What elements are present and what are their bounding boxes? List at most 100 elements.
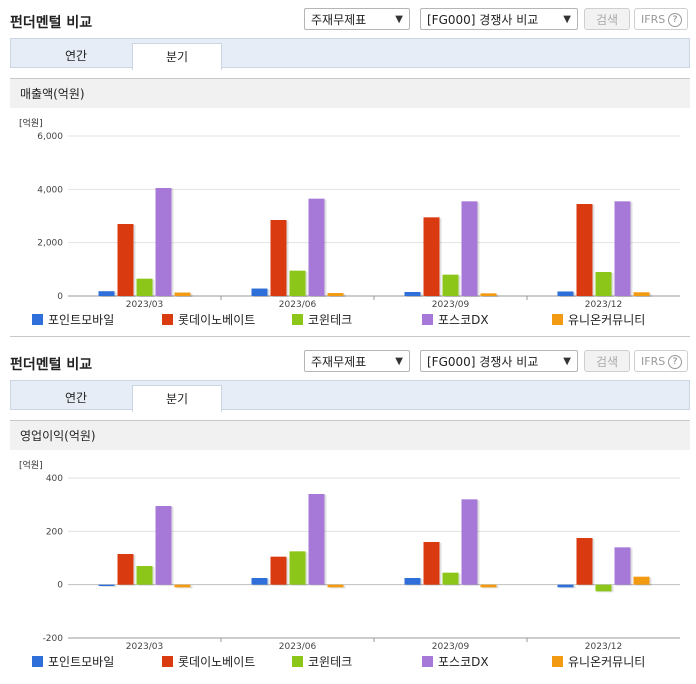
period-tabs: 연간 분기	[10, 38, 690, 70]
legend-item[interactable]: 롯데이노베이트	[162, 312, 255, 328]
chart-legend: 포인트모바일 롯데이노베이트 코윈테크 포스코DX 유니온커뮤니티	[0, 312, 696, 330]
bar--dx-3	[614, 547, 631, 585]
panel-title: 펀더멘털 비교	[10, 357, 93, 373]
legend-swatch	[552, 656, 563, 667]
x-tick-label: 2023/06	[279, 642, 317, 652]
bar---1	[289, 551, 306, 585]
statement-select[interactable]: 주재무제표 ▼	[304, 350, 410, 372]
legend-swatch	[162, 314, 173, 325]
help-icon[interactable]: ?	[668, 355, 682, 369]
tab-annual[interactable]: 연간	[64, 49, 88, 63]
legend-item[interactable]: 코윈테크	[292, 312, 352, 328]
bar---2	[404, 292, 421, 296]
bar-shadow	[100, 585, 117, 587]
revenue-bar-chart: [억원] 0 2,000 4,000 6,000 2023/03 2023/06 2023/0…	[19, 117, 680, 310]
bar---1	[251, 288, 268, 296]
bar---2	[423, 542, 440, 585]
chevron-down-icon: ▼	[395, 14, 403, 25]
bar--dx-0	[155, 188, 172, 296]
x-tick-label: 2023/12	[585, 642, 622, 652]
bar---3	[595, 272, 612, 296]
chart-legend: 포인트모바일 롯데이노베이트 코윈테크 포스코DX 유니온커뮤니티	[0, 654, 696, 672]
ifrs-button[interactable]: IFRS ?	[634, 8, 688, 30]
bar---3	[595, 584, 612, 592]
bar---1	[327, 584, 344, 588]
search-button[interactable]: 검색	[584, 8, 630, 30]
bar---1	[270, 220, 287, 296]
y-tick-label: 6,000	[37, 132, 63, 142]
bar---0	[98, 584, 115, 586]
legend-item[interactable]: 롯데이노베이트	[162, 654, 255, 670]
bar--dx-1	[308, 494, 325, 585]
fundamental-panel-operating-profit: 펀더멘털 비교 주재무제표 ▼ [FG000] 경쟁사 비교 ▼ 검색 IFRS…	[0, 342, 696, 684]
statement-select-value: 주재무제표	[311, 13, 367, 27]
period-tabs: 연간 분기	[10, 380, 690, 412]
bar---2	[480, 584, 497, 588]
y-tick-label: 400	[46, 474, 63, 484]
help-icon[interactable]: ?	[668, 13, 682, 27]
bar---0	[117, 224, 134, 296]
y-axis-unit-label: [억원]	[19, 459, 43, 471]
bar--dx-3	[614, 201, 631, 296]
bar---2	[423, 217, 440, 296]
bar--dx-1	[308, 198, 325, 296]
legend-item[interactable]: 포인트모바일	[32, 312, 114, 328]
legend-swatch	[422, 314, 433, 325]
tab-quarterly[interactable]: 분기	[132, 385, 222, 412]
bar---2	[404, 578, 421, 585]
legend-swatch	[292, 656, 303, 667]
legend-label: 포인트모바일	[48, 655, 115, 669]
tab-annual[interactable]: 연간	[64, 391, 88, 405]
legend-label: 롯데이노베이트	[178, 313, 256, 327]
legend-item[interactable]: 코윈테크	[292, 654, 352, 670]
legend-swatch	[162, 656, 173, 667]
chevron-down-icon: ▼	[563, 14, 571, 25]
legend-item[interactable]: 포인트모바일	[32, 654, 114, 670]
bar--dx-0	[155, 506, 172, 585]
bar---0	[174, 584, 191, 588]
bar---3	[557, 291, 574, 296]
bar---0	[136, 566, 153, 585]
chart-subtitle: 매출액(억원)	[10, 78, 690, 108]
competitor-select[interactable]: [FG000] 경쟁사 비교 ▼	[420, 350, 578, 372]
bar---0	[136, 278, 153, 296]
ifrs-button[interactable]: IFRS ?	[634, 350, 688, 372]
legend-label: 유니온커뮤니티	[568, 313, 646, 327]
bar--dx-2	[461, 499, 478, 585]
x-tick-label: 2023/09	[432, 300, 470, 310]
x-tick-label: 2023/12	[585, 300, 622, 310]
x-tick-label: 2023/09	[432, 642, 470, 652]
legend-item[interactable]: 포스코DX	[422, 312, 489, 328]
bar---0	[174, 292, 191, 296]
statement-select[interactable]: 주재무제표 ▼	[304, 8, 410, 30]
bar---3	[557, 584, 574, 588]
panel-title: 펀더멘털 비교	[10, 15, 93, 31]
legend-item[interactable]: 유니온커뮤니티	[552, 654, 645, 670]
legend-swatch	[292, 314, 303, 325]
competitor-select-value: [FG000] 경쟁사 비교	[427, 13, 539, 27]
bar---2	[442, 572, 459, 585]
ifrs-label: IFRS	[641, 355, 666, 368]
competitor-select[interactable]: [FG000] 경쟁사 비교 ▼	[420, 8, 578, 30]
legend-item[interactable]: 유니온커뮤니티	[552, 312, 645, 328]
bar---1	[270, 556, 287, 585]
y-tick-label: -200	[43, 634, 64, 644]
search-button[interactable]: 검색	[584, 350, 630, 372]
competitor-select-value: [FG000] 경쟁사 비교	[427, 355, 539, 369]
y-tick-label: 0	[57, 581, 63, 591]
fundamental-panel-revenue: 펀더멘털 비교 주재무제표 ▼ [FG000] 경쟁사 비교 ▼ 검색 IFRS…	[0, 0, 696, 340]
legend-swatch	[32, 314, 43, 325]
legend-label: 포스코DX	[438, 655, 489, 669]
tab-quarterly[interactable]: 분기	[132, 43, 222, 70]
chevron-down-icon: ▼	[563, 356, 571, 367]
legend-label: 유니온커뮤니티	[568, 655, 646, 669]
legend-label: 코윈테크	[308, 655, 353, 669]
bar--dx-2	[461, 201, 478, 296]
legend-item[interactable]: 포스코DX	[422, 654, 489, 670]
bar---2	[442, 274, 459, 296]
legend-label: 코윈테크	[308, 313, 353, 327]
bar---1	[289, 270, 306, 296]
bar---3	[576, 204, 593, 296]
bar---0	[98, 291, 115, 296]
x-tick-label: 2023/06	[279, 300, 317, 310]
